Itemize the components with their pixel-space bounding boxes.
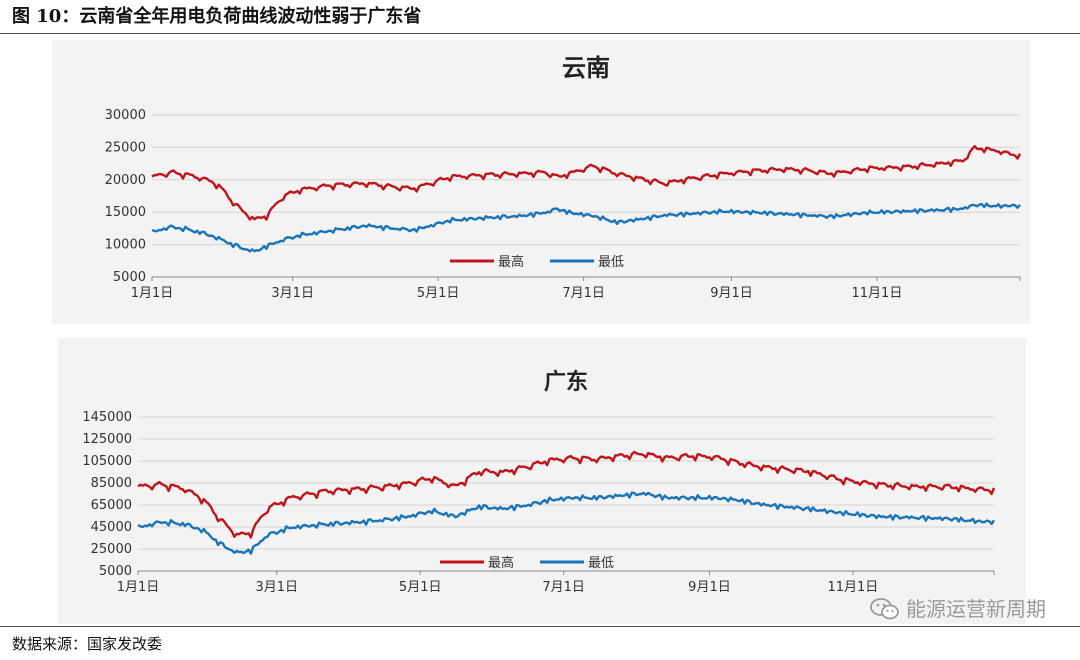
legend-label: 最高 [498,254,524,270]
y-tick-label: 30000 [105,108,146,123]
y-tick-label: 25000 [91,542,132,557]
y-tick-label: 15000 [105,205,146,220]
wechat-icon [870,598,899,620]
y-tick-label: 5000 [113,270,146,285]
figure-title: 图 10：云南省全年用电负荷曲线波动性弱于广东省 [12,6,422,27]
chart-title: 云南 [562,54,610,82]
title-rule [0,33,1080,34]
y-tick-label: 5000 [99,564,132,579]
chart-panel-guangdong: 广东 5000 25000 45000 65000 85000 105000 125000 14… [58,338,1026,624]
watermark-text: 能源运营新周期 [906,597,1046,621]
x-tick-label: 9月1日 [710,286,753,301]
watermark: 能源运营新周期 [870,594,1046,624]
y-tick-label: 65000 [91,498,132,513]
series-line-min [137,491,995,555]
legend-label: 最高 [488,555,514,571]
y-tick-label: 20000 [105,173,146,188]
legend-label: 最低 [598,255,624,270]
series-line-max [151,144,1022,221]
y-tick-label: 10000 [105,238,146,253]
y-tick-label: 125000 [82,432,132,447]
x-tick-label: 5月1日 [399,580,442,595]
chart-yunnan: 云南 5000 10000 15000 20000 25000 30000 1月1日 3月1日 5… [105,54,1022,301]
x-tick-label: 7月1日 [542,580,585,595]
source-rule [0,626,1080,627]
x-tick-label: 1月1日 [117,580,160,595]
y-tick-label: 25000 [105,140,146,155]
chart-guangdong: 广东 5000 25000 45000 65000 85000 105000 125000 14… [82,369,996,595]
x-tick-label: 9月1日 [688,580,731,595]
legend-label: 最低 [588,556,614,571]
chart-title: 广东 [544,369,588,395]
x-tick-label: 11月1日 [852,286,903,301]
data-source: 数据来源：国家发改委 [12,635,163,653]
x-tick-label: 7月1日 [562,286,605,301]
chart-panel-yunnan: 云南 5000 10000 15000 20000 25000 30000 1月1日 3月1日 5… [52,40,1030,324]
y-tick-label: 145000 [82,410,132,425]
x-tick-label: 3月1日 [255,580,298,595]
x-tick-label: 3月1日 [271,286,314,301]
y-tick-label: 105000 [82,454,132,469]
series-line-max [137,450,996,539]
series-line-min [151,202,1021,253]
x-tick-label: 11月1日 [827,580,878,595]
x-tick-label: 5月1日 [417,286,460,301]
y-tick-label: 85000 [91,476,132,491]
y-tick-label: 45000 [91,520,132,535]
x-tick-label: 1月1日 [131,286,174,301]
